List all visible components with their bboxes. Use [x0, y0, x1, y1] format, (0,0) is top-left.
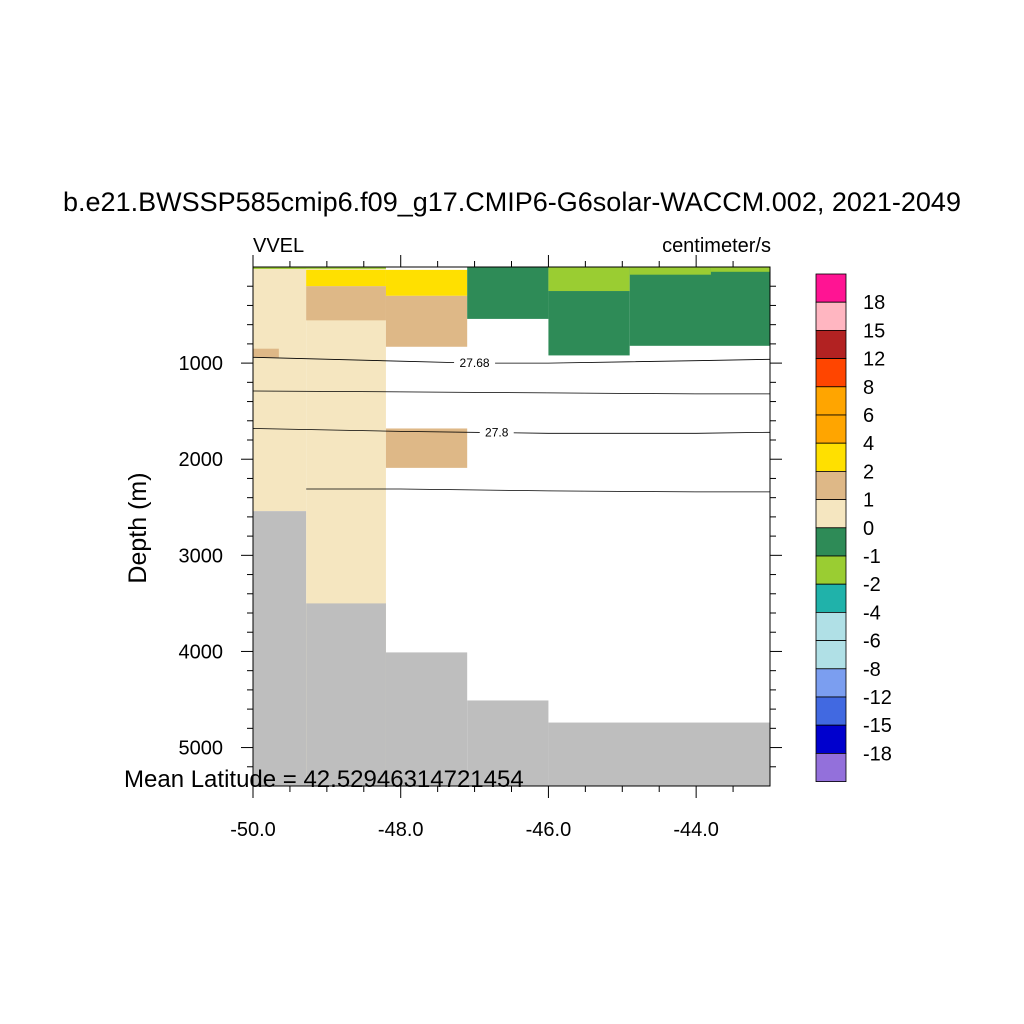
contour-line — [306, 488, 770, 493]
y-tick-label: 2000 — [179, 449, 224, 471]
heatmap-cell — [306, 269, 386, 287]
x-tick-label: -46.0 — [526, 819, 572, 841]
contour-label-box — [479, 424, 514, 440]
colorbar-label: -18 — [863, 743, 892, 765]
contour-lines: 27.68 27.8 — [252, 355, 771, 493]
heatmap-cell — [253, 267, 307, 512]
colorbar-swatch — [815, 612, 847, 642]
colorbar-label: 12 — [863, 349, 885, 371]
colorbar-swatch — [815, 640, 847, 670]
heatmap-cell — [629, 267, 770, 346]
heatmap-cell — [306, 286, 386, 321]
contour-label: 27.68 — [460, 356, 490, 370]
heatmap-cell — [385, 295, 468, 347]
heatmap-cell — [548, 267, 630, 292]
colorbar-swatch — [815, 470, 847, 500]
colorbar-swatch — [815, 696, 847, 726]
units-label: centimeter/s — [662, 235, 771, 257]
variable-label: VVEL — [253, 235, 304, 257]
chart-title: b.e21.BWSSP585cmip6.f09_g17.CMIP6-G6sola… — [63, 187, 961, 217]
heatmap-cell — [710, 267, 770, 272]
colorbar-label: -6 — [863, 631, 881, 653]
contour-label: 27.8 — [485, 425, 509, 439]
colorbar-swatch — [815, 358, 847, 388]
colorbar-label: 4 — [863, 433, 874, 455]
contour-label-box — [454, 355, 496, 371]
colorbar-swatch — [815, 386, 847, 416]
colorbar-label: -1 — [863, 546, 881, 568]
colorbar-label: -12 — [863, 687, 892, 709]
colorbar-swatch — [815, 724, 847, 754]
colorbar-swatch — [815, 442, 847, 472]
heatmap-cell — [385, 269, 468, 296]
colorbar-swatch — [815, 301, 847, 331]
heatmap-cell — [385, 428, 468, 468]
colorbar-swatch — [815, 329, 847, 359]
y-tick-label: 1000 — [179, 353, 224, 375]
axis-ticks — [241, 255, 782, 798]
heatmap-cell — [467, 267, 549, 319]
y-axis-title: Depth (m) — [124, 472, 152, 583]
colorbar-swatch — [815, 414, 847, 444]
colorbar-label: 0 — [863, 518, 874, 540]
y-tick-label: 3000 — [179, 545, 224, 567]
colorbar-swatch — [815, 273, 847, 303]
heatmap-cell — [306, 603, 386, 786]
heatmap-cell — [253, 511, 307, 786]
colorbar-label: 18 — [863, 292, 885, 314]
colorbar-swatch — [815, 527, 847, 557]
contour-line — [252, 390, 770, 395]
colorbar-swatch — [815, 583, 847, 613]
colorbar-label: 15 — [863, 320, 885, 342]
heatmap-cell — [253, 267, 386, 269]
contour-line — [252, 428, 771, 434]
colorbar-label: -2 — [863, 574, 881, 596]
colorbar: 18 15 12 8 6 4 2 1 0 -1 -2 -4 -6 -8 -12 -15 -18 — [815, 273, 892, 783]
heatmap-cell — [253, 348, 279, 358]
mean-latitude-label: Mean Latitude = 42.52946314721454 — [124, 766, 524, 793]
axis-tick-labels: -50.0 -48.0 -46.0 -44.0 1000 2000 3000 4000 5000 — [179, 353, 719, 841]
colorbar-swatch — [815, 753, 847, 783]
y-tick-label: 4000 — [179, 641, 224, 663]
colorbar-label: -8 — [863, 659, 881, 681]
contour-line — [252, 356, 771, 364]
x-tick-label: -48.0 — [378, 819, 424, 841]
heatmap-cell — [385, 652, 468, 786]
colorbar-swatch — [815, 668, 847, 698]
colorbar-label: 2 — [863, 461, 874, 483]
y-tick-label: 5000 — [179, 738, 224, 760]
colorbar-swatch — [815, 555, 847, 585]
colorbar-label: 6 — [863, 405, 874, 427]
heatmap-cell — [629, 267, 711, 275]
colorbar-label: -15 — [863, 715, 892, 737]
colorbar-swatch — [815, 499, 847, 529]
x-tick-label: -50.0 — [230, 819, 276, 841]
colorbar-label: 8 — [863, 377, 874, 399]
heatmap-cell — [548, 291, 630, 356]
heatmap-cell — [467, 700, 549, 786]
heatmap-cell — [548, 722, 770, 786]
colorbar-label: 1 — [863, 490, 874, 512]
x-tick-label: -44.0 — [673, 819, 719, 841]
colorbar-label: -4 — [863, 602, 881, 624]
heatmap-cells — [253, 267, 770, 786]
